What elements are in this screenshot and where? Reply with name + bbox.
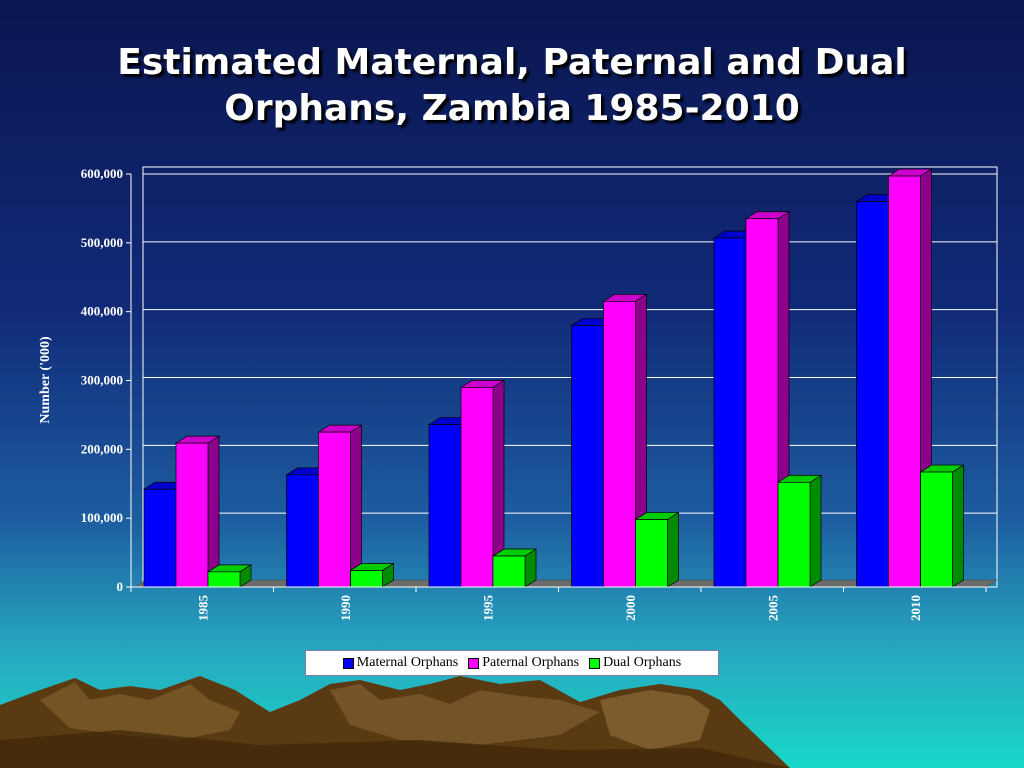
bar-front: [635, 519, 668, 588]
y-axis-label: Number ('000): [38, 336, 53, 424]
bar-paternal-orphans-2000: [602, 293, 648, 588]
bar-front: [460, 387, 494, 588]
y-tick-label-2: 200,000: [81, 441, 123, 456]
bar-front: [207, 571, 241, 588]
x-tick-label-2010: 2010: [908, 595, 923, 621]
bar-side: [207, 435, 220, 588]
slide-title: Estimated Maternal, Paternal and Dual Or…: [0, 40, 1024, 132]
bar-dual-orphans-1985: [206, 564, 253, 588]
legend-swatch-dual: [589, 657, 601, 669]
legend-swatch-maternal: [342, 657, 354, 669]
bar-dual-orphans-2010: [919, 464, 965, 588]
legend-item-paternal: Paternal Orphans: [468, 655, 579, 671]
bar-paternal-orphans-1995: [459, 379, 506, 588]
y-tick-label-4: 400,000: [81, 304, 123, 319]
bar-dual-orphans-1995: [491, 548, 538, 588]
legend-label-dual: Dual Orphans: [603, 655, 682, 670]
x-tick-label-2005: 2005: [765, 595, 780, 622]
bar-front: [175, 442, 209, 588]
bar-front: [571, 325, 604, 588]
x-tick-label-2000: 2000: [623, 595, 638, 621]
y-tick-label-5: 500,000: [81, 235, 123, 250]
x-axis: 1985 1990 1995 2000 2005 2010: [130, 586, 987, 622]
slide-title-line-2: Orphans, Zambia 1985-2010: [224, 88, 800, 129]
bar-front: [603, 300, 636, 588]
bar-front: [888, 175, 921, 588]
bar-front: [286, 474, 319, 588]
bar-dual-orphans-2000: [634, 511, 680, 588]
y-axis: 0 100,000 200,000 300,000 400,000 500,000 600,…: [81, 166, 132, 594]
legend-label-paternal: Paternal Orphans: [482, 655, 580, 670]
bar-front: [713, 237, 747, 588]
bar-side: [667, 511, 679, 588]
y-tick-label-3: 300,000: [81, 373, 123, 388]
gridlines: [143, 173, 997, 514]
x-tick-label-1990: 1990: [338, 595, 353, 621]
slide-title-line-1: Estimated Maternal, Paternal and Dual: [117, 42, 907, 83]
bar-side: [952, 464, 964, 588]
x-tick-label-1995: 1995: [480, 595, 495, 622]
chart-legend: Maternal Orphans Paternal Orphans Dual O…: [305, 650, 719, 676]
bar-side: [809, 474, 822, 588]
x-tick-label-1985: 1985: [195, 595, 210, 622]
legend-swatch-paternal: [468, 657, 480, 669]
legend-item-dual: Dual Orphans: [589, 655, 681, 671]
bar-front: [350, 570, 383, 588]
bar-dual-orphans-1990: [349, 562, 395, 588]
bar-front: [777, 482, 811, 588]
bar-front: [745, 218, 779, 588]
y-tick-label-1: 100,000: [81, 510, 123, 525]
bar-front: [920, 471, 953, 588]
bar-side: [350, 424, 362, 588]
bar-dual-orphans-2005: [776, 474, 823, 588]
bar-front: [492, 555, 526, 588]
bars-group: [142, 168, 965, 588]
bar-front: [318, 431, 351, 588]
bar-front: [856, 201, 889, 588]
y-tick-label-6: 600,000: [81, 166, 123, 181]
bar-paternal-orphans-1990: [317, 424, 363, 588]
y-tick-label-0: 0: [117, 579, 124, 594]
bar-front: [428, 424, 462, 588]
legend-label-maternal: Maternal Orphans: [356, 655, 459, 670]
legend-item-maternal: Maternal Orphans: [342, 655, 459, 671]
bar-front: [143, 488, 177, 588]
bar-paternal-orphans-1985: [174, 435, 221, 588]
